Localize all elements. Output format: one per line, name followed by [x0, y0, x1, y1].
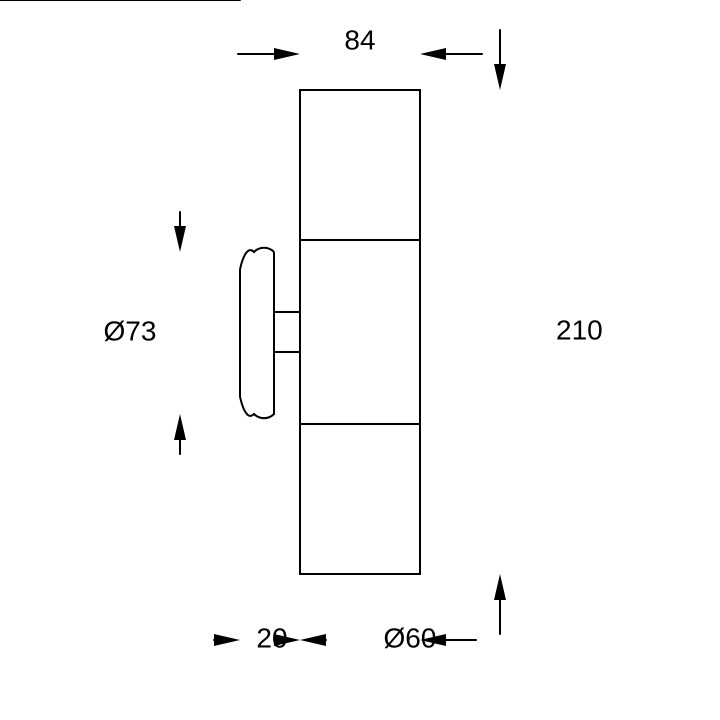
dimension-height: 210: [556, 314, 603, 345]
fixture-body: [300, 90, 420, 574]
dimension-body-diameter: Ø60: [384, 622, 437, 653]
dimension-bracket-diameter: Ø73: [104, 315, 157, 346]
mounting-bracket: [240, 248, 274, 418]
dimension-width: 84: [344, 24, 375, 55]
